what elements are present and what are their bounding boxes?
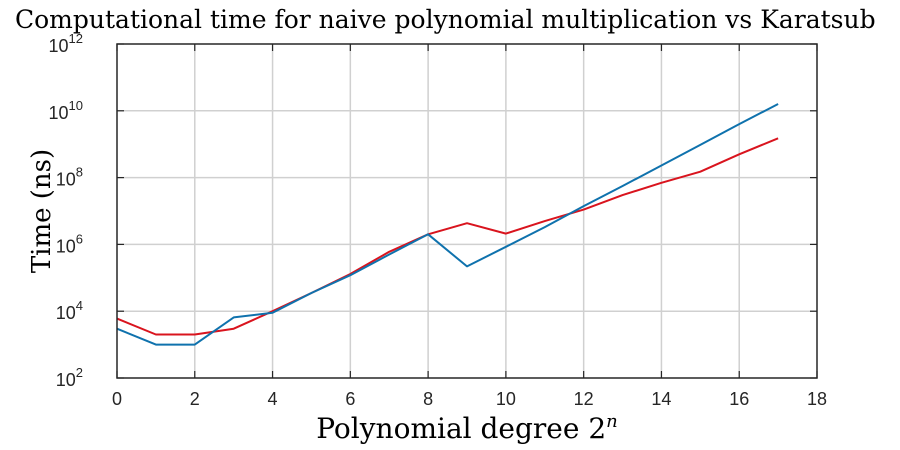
x-axis-label-superscript: n xyxy=(606,411,618,432)
y-tick-label: 108 xyxy=(56,165,83,190)
x-tick-label: 14 xyxy=(651,389,671,409)
y-tick-label-base: 10 xyxy=(56,303,76,323)
x-axis-label: Polynomial degree 2n xyxy=(316,411,618,445)
x-tick-label: 8 xyxy=(423,389,433,409)
x-tick-label: 2 xyxy=(190,389,200,409)
y-tick-label-base: 10 xyxy=(49,36,69,56)
x-tick-label: 10 xyxy=(496,389,516,409)
x-axis-ticks: 0 2 4 6 8 10 12 14 16 18 xyxy=(112,44,827,409)
y-tick-label-exponent: 2 xyxy=(76,365,83,380)
x-tick-label: 12 xyxy=(574,389,594,409)
y-tick-label: 1010 xyxy=(49,98,84,123)
x-tick-label: 4 xyxy=(268,389,278,409)
y-tick-label-base: 10 xyxy=(56,170,76,190)
y-tick-label: 102 xyxy=(56,365,83,390)
y-tick-label-exponent: 10 xyxy=(69,98,83,113)
x-tick-label: 18 xyxy=(807,389,827,409)
grid xyxy=(117,44,817,378)
x-tick-label: 6 xyxy=(345,389,355,409)
x-tick-label: 16 xyxy=(729,389,749,409)
y-tick-label: 106 xyxy=(56,231,83,256)
series-1-line xyxy=(116,137,779,336)
plot-area-frame xyxy=(116,43,818,379)
series-lines xyxy=(116,103,779,346)
y-tick-label-exponent: 12 xyxy=(69,31,83,46)
y-tick-label-exponent: 8 xyxy=(76,165,83,180)
y-tick-label-base: 10 xyxy=(56,370,76,390)
series-2-line xyxy=(116,103,779,346)
chart-title: Computational time for naive polynomial … xyxy=(15,5,876,34)
y-tick-label-exponent: 6 xyxy=(76,231,83,246)
y-tick-label: 104 xyxy=(56,298,83,323)
y-tick-label-base: 10 xyxy=(56,236,76,256)
y-tick-label-base: 10 xyxy=(49,103,69,123)
y-axis-label: Time (ns) xyxy=(27,149,57,273)
y-tick-label: 1012 xyxy=(49,31,84,56)
x-tick-label: 0 xyxy=(112,389,122,409)
x-axis-label-text: Polynomial degree 2 xyxy=(316,412,606,445)
y-tick-label-exponent: 4 xyxy=(76,298,83,313)
